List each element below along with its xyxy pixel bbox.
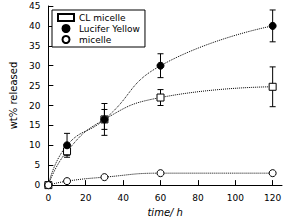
svg-text:45: 45 <box>29 1 40 11</box>
svg-text:Lucifer Yellow: Lucifer Yellow <box>79 24 140 34</box>
svg-text:0: 0 <box>45 193 51 203</box>
svg-text:CL micelle: CL micelle <box>79 13 126 23</box>
svg-text:40: 40 <box>117 193 129 203</box>
svg-text:20: 20 <box>29 101 41 111</box>
svg-text:25: 25 <box>29 81 40 91</box>
svg-text:40: 40 <box>29 21 41 31</box>
svg-text:5: 5 <box>35 160 41 170</box>
svg-text:10: 10 <box>29 140 41 150</box>
svg-text:100: 100 <box>227 193 244 203</box>
svg-text:60: 60 <box>155 193 167 203</box>
svg-text:30: 30 <box>29 61 41 71</box>
svg-text:wt% released: wt% released <box>8 62 19 130</box>
svg-text:80: 80 <box>192 193 204 203</box>
svg-text:35: 35 <box>29 41 40 51</box>
svg-text:0: 0 <box>35 180 41 190</box>
svg-text:20: 20 <box>80 193 92 203</box>
svg-text:15: 15 <box>29 120 40 130</box>
svg-text:120: 120 <box>264 193 281 203</box>
svg-text:time/ h: time/ h <box>147 207 182 218</box>
svg-text:micelle: micelle <box>79 35 112 45</box>
